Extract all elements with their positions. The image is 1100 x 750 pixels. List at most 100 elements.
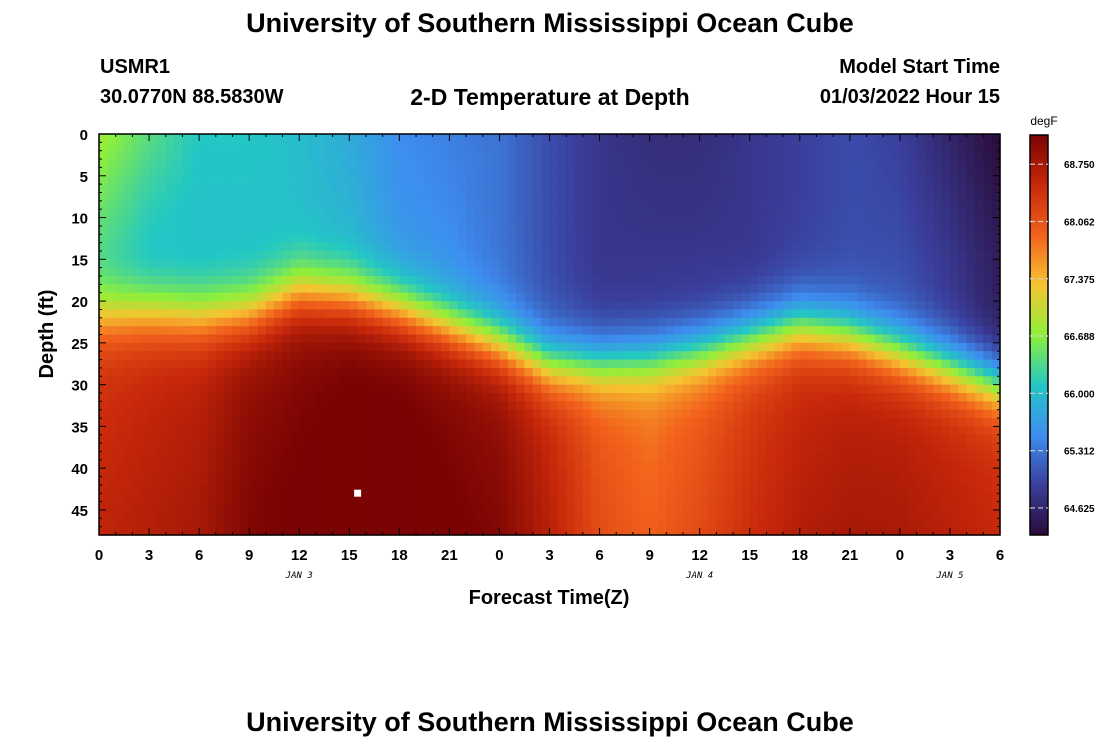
- heatmap-cell: [858, 493, 868, 503]
- heatmap-cell: [824, 217, 834, 227]
- heatmap-cell: [599, 292, 609, 302]
- heatmap-cell: [691, 184, 701, 194]
- heatmap-cell: [174, 451, 184, 461]
- heatmap-cell: [115, 493, 125, 503]
- heatmap-cell: [624, 501, 634, 511]
- heatmap-cell: [624, 134, 634, 143]
- heatmap-cell: [390, 384, 400, 394]
- heatmap-cell: [891, 501, 901, 511]
- heatmap-cell: [407, 334, 417, 344]
- heatmap-cell: [891, 434, 901, 444]
- heatmap-cell: [808, 418, 818, 427]
- heatmap-cell: [991, 200, 1001, 210]
- heatmap-cell: [199, 351, 209, 361]
- heatmap-cell: [115, 334, 125, 344]
- heatmap-cell: [966, 392, 976, 402]
- heatmap-cell: [632, 159, 642, 169]
- heatmap-cell: [532, 284, 542, 294]
- heatmap-cell: [232, 284, 242, 294]
- heatmap-cell: [516, 134, 526, 143]
- heatmap-cell: [891, 301, 901, 311]
- heatmap-cell: [958, 175, 968, 185]
- heatmap-cell: [99, 200, 108, 210]
- heatmap-cell: [699, 434, 709, 444]
- heatmap-cell: [190, 493, 200, 503]
- heatmap-cell: [716, 192, 726, 202]
- heatmap-cell: [257, 476, 267, 486]
- heatmap-cell: [524, 184, 534, 194]
- heatmap-cell: [874, 142, 884, 152]
- heatmap-cell: [708, 342, 717, 352]
- heatmap-cell: [357, 484, 367, 494]
- heatmap-cell: [591, 443, 601, 453]
- heatmap-cell: [224, 426, 234, 436]
- heatmap-cell: [741, 392, 751, 402]
- heatmap-cell: [774, 309, 784, 319]
- heatmap-cell: [908, 267, 918, 277]
- heatmap-cell: [808, 192, 818, 202]
- heatmap-cell: [207, 209, 217, 219]
- heatmap-cell: [390, 351, 400, 361]
- heatmap-cell: [474, 242, 484, 252]
- heatmap-cell: [207, 443, 217, 453]
- heatmap-cell: [958, 409, 968, 419]
- heatmap-cell: [616, 217, 626, 227]
- heatmap-cell: [190, 409, 200, 419]
- heatmap-cell: [674, 493, 684, 503]
- heatmap-cell: [824, 259, 834, 269]
- heatmap-cell: [958, 434, 968, 444]
- heatmap-cell: [657, 359, 667, 369]
- heatmap-cell: [949, 326, 959, 336]
- heatmap-cell: [557, 225, 567, 235]
- heatmap-cell: [899, 200, 909, 210]
- heatmap-cell: [107, 426, 117, 436]
- heatmap-cell: [474, 217, 484, 227]
- heatmap-cell: [649, 284, 659, 294]
- heatmap-cell: [616, 342, 626, 352]
- heatmap-cell: [941, 443, 951, 453]
- heatmap-cell: [382, 175, 392, 185]
- heatmap-cell: [374, 167, 384, 177]
- heatmap-cell: [691, 284, 701, 294]
- heatmap-cell: [265, 259, 275, 269]
- heatmap-cell: [841, 367, 851, 377]
- heatmap-cell: [449, 292, 459, 302]
- heatmap-cell: [424, 443, 434, 453]
- heatmap-cell: [933, 459, 943, 469]
- heatmap-cell: [833, 401, 843, 411]
- heatmap-cell: [207, 284, 217, 294]
- heatmap-cell: [874, 367, 884, 377]
- heatmap-cell: [716, 276, 726, 285]
- heatmap-cell: [816, 484, 826, 494]
- heatmap-cell: [190, 242, 200, 252]
- heatmap-cell: [916, 476, 926, 486]
- heatmap-cell: [99, 392, 108, 402]
- heatmap-cell: [841, 317, 851, 327]
- heatmap-cell: [407, 509, 417, 519]
- heatmap-cell: [416, 376, 425, 386]
- heatmap-cell: [124, 142, 133, 152]
- heatmap-cell: [874, 150, 884, 160]
- heatmap-cell: [933, 426, 943, 436]
- heatmap-cell: [591, 184, 601, 194]
- heatmap-cell: [340, 242, 350, 252]
- heatmap-cell: [357, 359, 367, 369]
- heatmap-cell: [682, 200, 692, 210]
- heatmap-cell: [657, 392, 667, 402]
- heatmap-cell: [799, 426, 809, 436]
- heatmap-cell: [357, 175, 367, 185]
- heatmap-cell: [399, 409, 409, 419]
- heatmap-cell: [983, 443, 993, 453]
- heatmap-cell: [933, 225, 943, 235]
- heatmap-cell: [574, 209, 584, 219]
- heatmap-cell: [816, 501, 826, 511]
- heatmap-cell: [282, 276, 292, 285]
- heatmap-cell: [232, 384, 242, 394]
- heatmap-cell: [599, 192, 609, 202]
- heatmap-cell: [941, 317, 951, 327]
- heatmap-cell: [257, 242, 267, 252]
- heatmap-cell: [524, 242, 534, 252]
- heatmap-cell: [941, 242, 951, 252]
- heatmap-cell: [808, 426, 818, 436]
- heatmap-cell: [499, 484, 509, 494]
